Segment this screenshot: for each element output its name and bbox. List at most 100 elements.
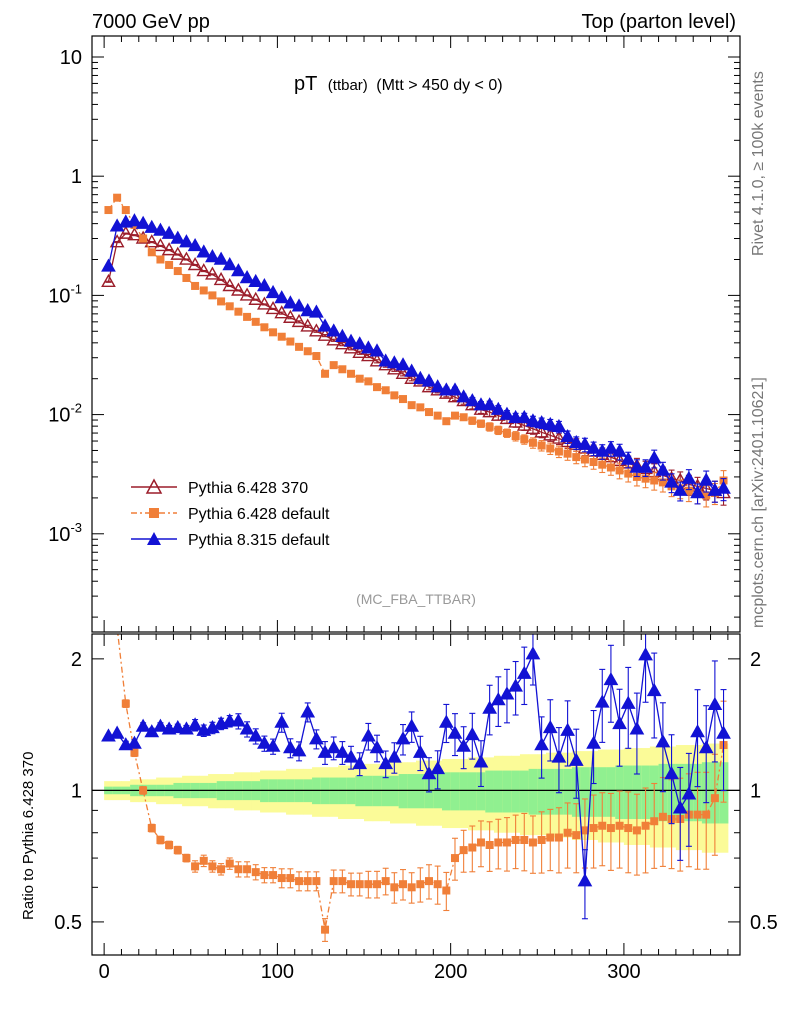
main-point-triangle	[127, 227, 142, 241]
ratio-point-triangle	[560, 722, 575, 736]
ratio-point-triangle	[638, 647, 653, 661]
main-point-triangle	[231, 263, 246, 277]
main-series-line-1	[107, 196, 725, 497]
ratio-point-triangle	[187, 717, 203, 731]
ratio-point-triangle	[265, 738, 281, 752]
main-point-square	[502, 429, 511, 438]
ratio-point-triangle	[508, 678, 523, 692]
main-point-triangle	[343, 333, 359, 347]
main-point-triangle	[421, 373, 437, 387]
ratio-band-green	[476, 772, 486, 811]
main-point-triangle	[170, 246, 186, 260]
main-point-triangle	[412, 370, 428, 384]
main-point-square	[182, 273, 191, 282]
ratio-point-square	[355, 880, 364, 889]
ratio-point-triangle	[300, 704, 316, 718]
main-point-triangle	[482, 397, 498, 411]
ratio-point-square	[485, 840, 494, 849]
ratio-point-square	[364, 880, 373, 889]
ratio-point-square	[442, 886, 451, 895]
main-point-triangle	[378, 353, 394, 367]
ratio-series-1	[101, 634, 731, 920]
ratio-point-triangle	[309, 731, 324, 745]
main-ytick-base: 10	[60, 47, 82, 69]
main-series-line-0	[107, 232, 724, 494]
main-point-triangle	[334, 336, 350, 350]
main-point-triangle	[274, 305, 290, 319]
ratio-point-square	[537, 835, 546, 844]
ratio-point-square	[511, 835, 520, 844]
main-ytick-label: 10-3	[48, 520, 82, 546]
ratio-point-triangle	[248, 728, 264, 742]
main-point-square	[459, 413, 468, 422]
ratio-point-triangle	[343, 749, 359, 763]
ratio-point-triangle	[360, 728, 376, 742]
main-point-square	[702, 491, 711, 500]
main-point-square	[511, 432, 520, 441]
ratio-point-square	[528, 838, 537, 847]
main-point-triangle	[170, 230, 186, 244]
ratio-ytick-label: 1	[71, 780, 82, 802]
main-point-triangle	[369, 353, 385, 367]
main-point-square	[277, 332, 286, 341]
ratio-point-triangle	[291, 743, 307, 757]
ratio-ytick-label-right: 1	[750, 780, 761, 802]
ratio-point-square	[459, 846, 468, 855]
ratio-point-triangle	[716, 725, 731, 739]
main-point-square	[329, 361, 338, 370]
main-point-triangle	[404, 370, 420, 384]
ratio-band-green	[589, 767, 599, 817]
main-point-square	[165, 260, 174, 269]
main-point-square	[624, 469, 633, 478]
main-point-triangle	[153, 222, 168, 236]
main-point-triangle	[508, 409, 523, 424]
ratio-point-triangle	[438, 714, 454, 728]
ratio-point-square	[295, 877, 304, 886]
main-series-line-2	[107, 220, 724, 495]
ratio-point-square	[598, 821, 607, 830]
ratio-point-square	[130, 748, 139, 757]
ratio-point-triangle	[542, 719, 558, 734]
ratio-point-triangle	[603, 671, 619, 686]
main-point-triangle	[551, 418, 567, 433]
main-ytick-base: 10	[48, 405, 70, 427]
ratio-band-green	[597, 767, 608, 817]
main-point-triangle	[334, 328, 350, 342]
ratio-band-green	[441, 772, 452, 811]
main-point-triangle	[161, 242, 177, 256]
main-point-square	[260, 323, 269, 332]
ratio-ylabel: Ratio to Pythia 6.428 370	[20, 752, 37, 920]
main-point-triangle	[179, 234, 194, 248]
main-point-triangle	[101, 273, 116, 288]
ratio-point-triangle	[482, 700, 498, 714]
main-point-triangle	[283, 309, 298, 323]
ratio-band-green	[606, 767, 616, 817]
ratio-point-square	[286, 874, 295, 883]
main-point-triangle	[620, 451, 636, 465]
ratio-band-green	[390, 775, 400, 807]
ratio-xtick-label: 0	[99, 961, 110, 983]
main-point-square	[546, 444, 555, 453]
ratio-point-square	[615, 821, 624, 830]
ratio-band-green	[545, 768, 556, 815]
main-point-triangle	[144, 219, 160, 233]
ratio-point-square	[424, 877, 433, 886]
main-point-triangle	[438, 382, 454, 396]
ratio-point-square	[277, 874, 286, 883]
ratio-point-square	[156, 835, 165, 844]
main-point-triangle	[629, 459, 645, 473]
ratio-point-triangle	[577, 873, 593, 887]
ratio-band-green	[364, 775, 374, 807]
ratio-point-triangle	[404, 718, 420, 732]
ratio-point-triangle	[412, 744, 428, 758]
main-ytick-exp: -1	[70, 281, 82, 296]
ratio-point-triangle	[551, 749, 567, 763]
main-point-square	[104, 206, 113, 215]
main-point-triangle	[430, 379, 446, 393]
main-point-square	[416, 403, 425, 412]
ratio-point-triangle	[698, 740, 714, 754]
ratio-point-triangle	[274, 714, 290, 728]
ratio-point-square	[347, 880, 356, 889]
main-point-square	[225, 302, 234, 311]
ratio-point-triangle	[334, 744, 350, 758]
